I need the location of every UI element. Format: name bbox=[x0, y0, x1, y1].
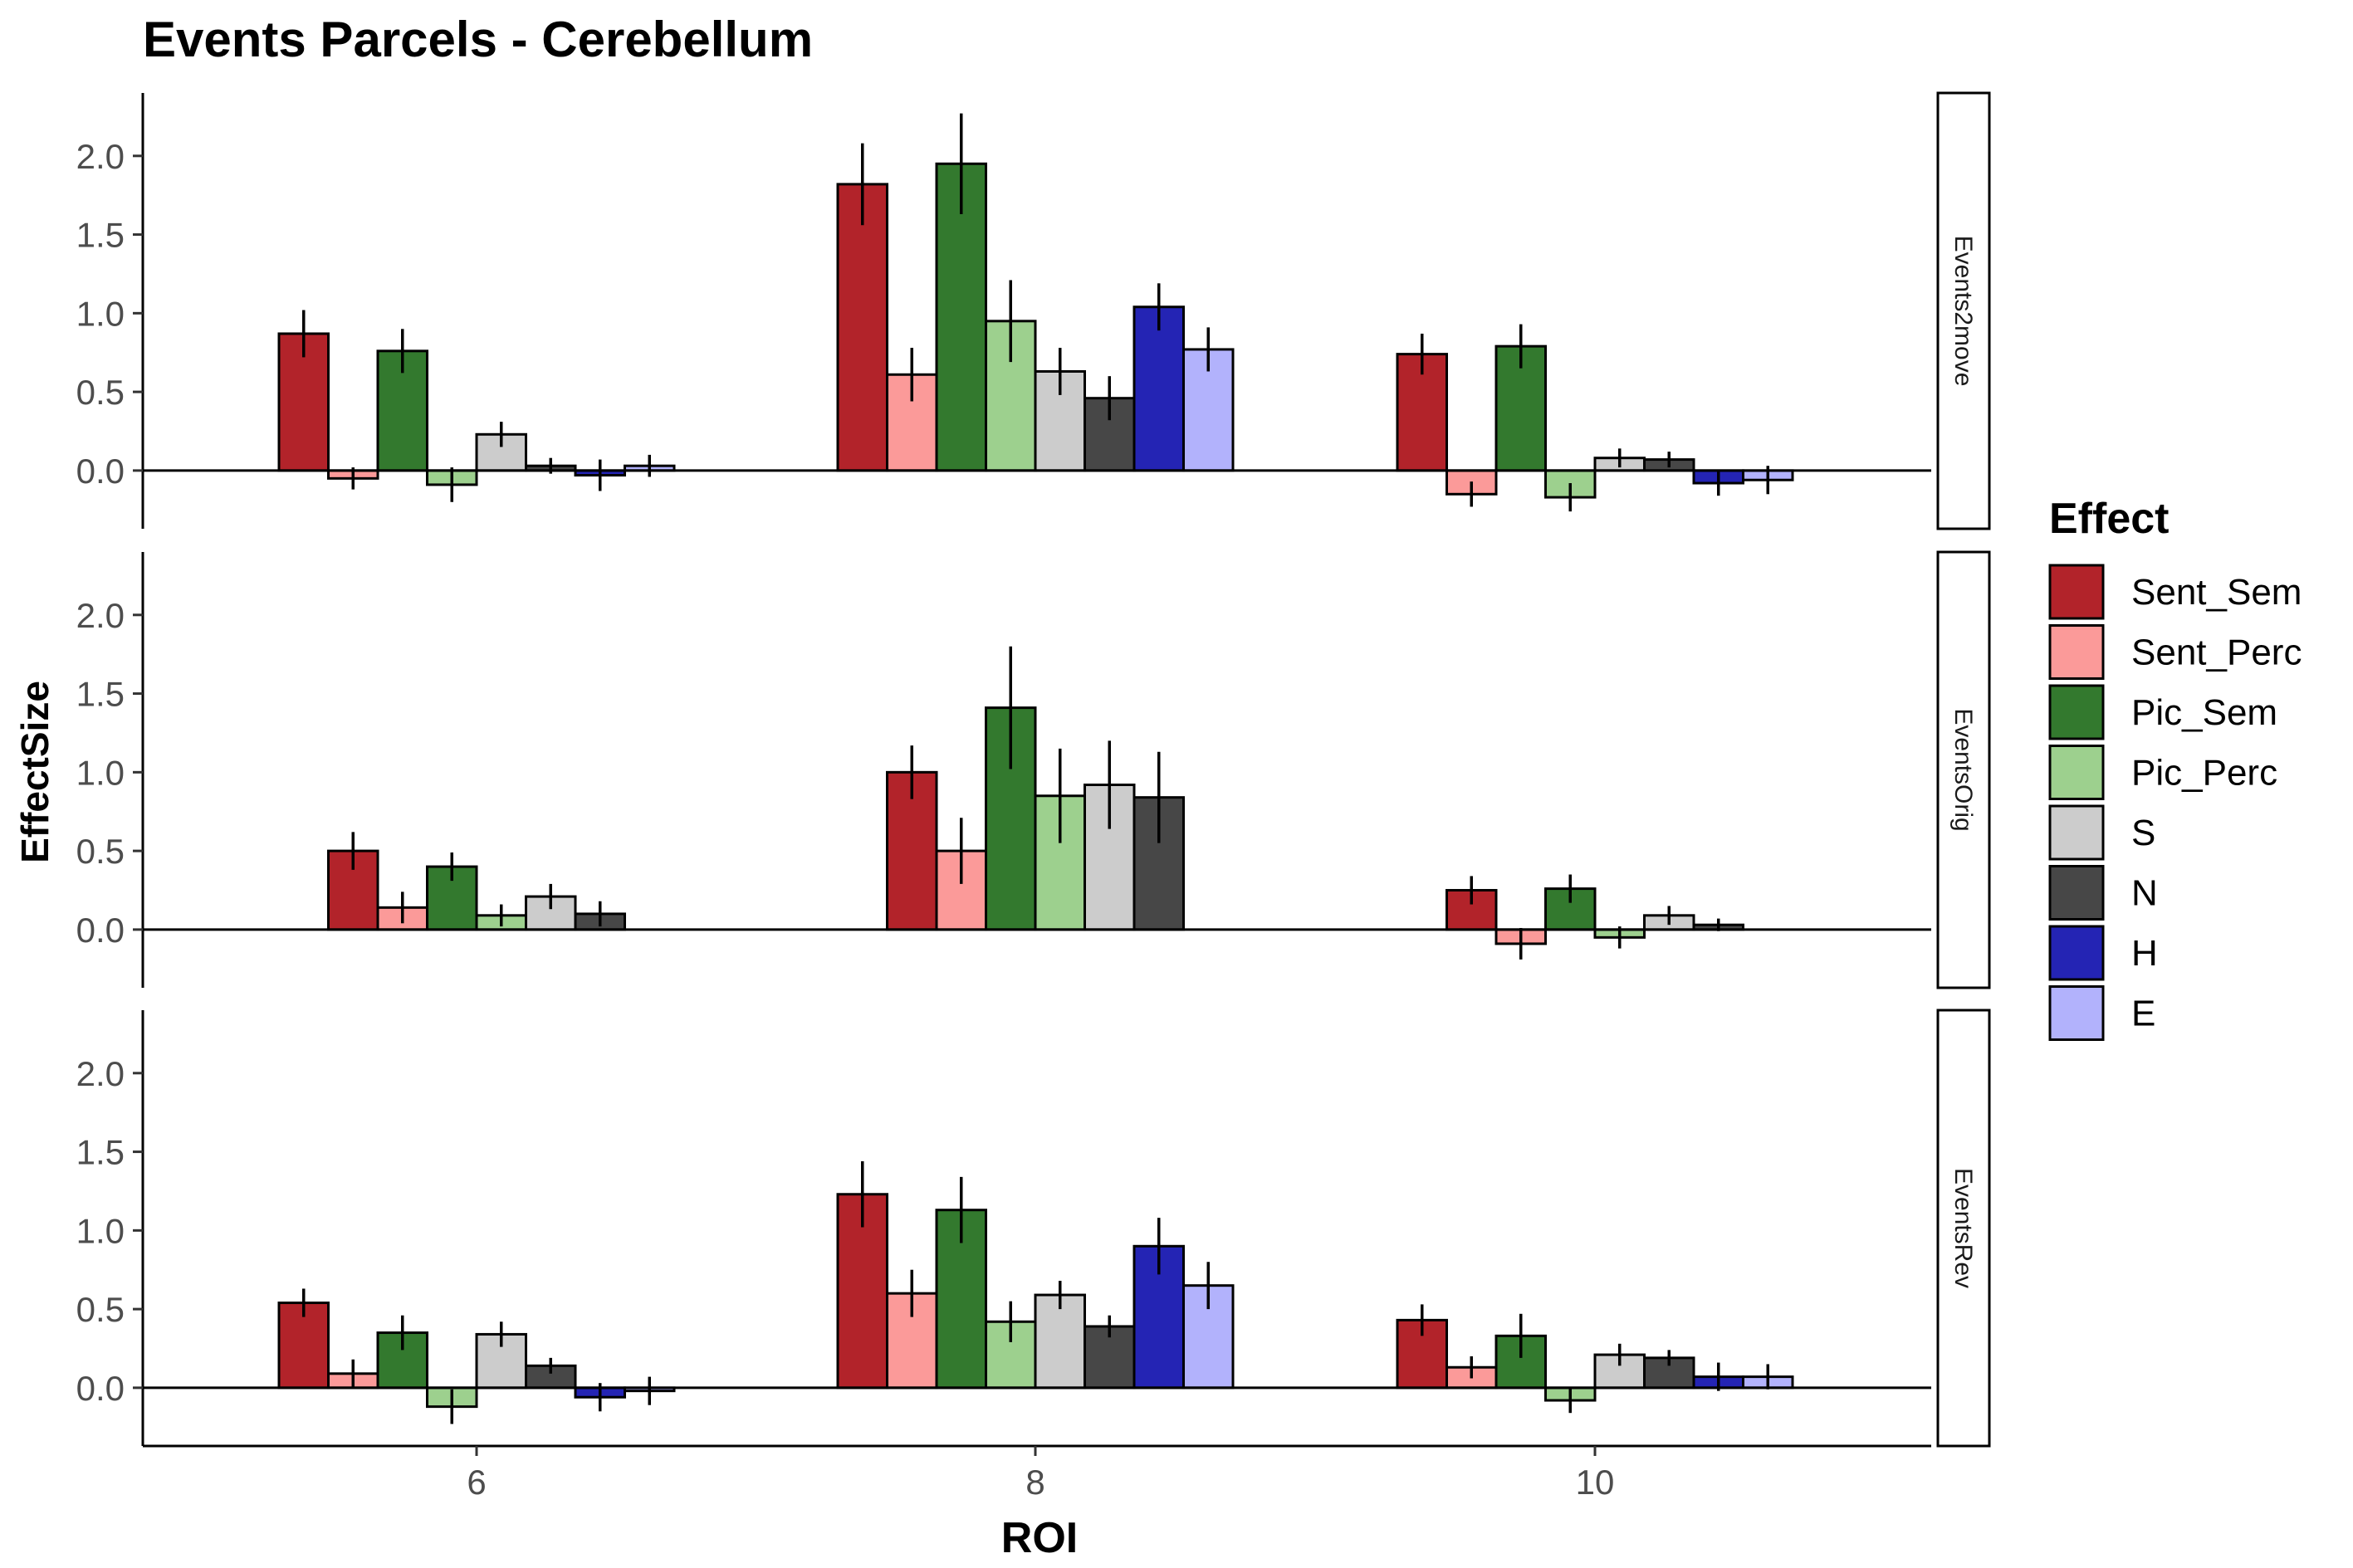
legend-label: Sent_Perc bbox=[2131, 633, 2302, 673]
y-tick-label: 0.0 bbox=[76, 452, 125, 491]
legend-item-s: S bbox=[2048, 804, 2155, 861]
legend-label: Pic_Perc bbox=[2131, 753, 2277, 794]
legend-item-n: N bbox=[2048, 865, 2158, 921]
legend-swatch bbox=[2048, 804, 2105, 861]
y-tick-label: 1.5 bbox=[76, 675, 125, 714]
legend-label: E bbox=[2131, 994, 2155, 1034]
legend-title: Effect bbox=[2049, 495, 2169, 543]
legend-label: S bbox=[2131, 813, 2155, 853]
y-tick-label: 2.0 bbox=[76, 137, 125, 176]
legend-label: H bbox=[2131, 933, 2158, 974]
y-tick-label: 0.5 bbox=[76, 1290, 125, 1329]
legend-label: Sent_Sem bbox=[2131, 572, 2302, 613]
y-tick-label: 1.0 bbox=[76, 1211, 125, 1250]
panel-events2move: 0.0 0.5 1.0 1.5 2.0 Events2move bbox=[76, 91, 1991, 530]
legend-item-e: E bbox=[2048, 985, 2155, 1041]
bar-sent-sem-roi-8 bbox=[836, 183, 888, 472]
legend-item-h: H bbox=[2048, 925, 2158, 981]
facet-strip-label: Events2move bbox=[1949, 236, 1977, 387]
panel-eventsorig: 0.0 0.5 1.0 1.5 2.0 EventsOrig bbox=[76, 550, 1991, 989]
facet-strip bbox=[1936, 91, 1991, 530]
legend-swatch bbox=[2048, 684, 2105, 740]
x-tick-label: 6 bbox=[467, 1463, 486, 1502]
x-tick-label: 8 bbox=[1025, 1463, 1044, 1502]
bar-pic-sem-roi-8 bbox=[935, 162, 987, 472]
bar-s-roi-8 bbox=[1034, 1293, 1086, 1390]
y-tick-label: 0.5 bbox=[76, 373, 125, 412]
y-tick-label: 1.5 bbox=[76, 216, 125, 255]
facet-strip bbox=[1936, 550, 1991, 989]
legend-item-pic-perc: Pic_Perc bbox=[2048, 745, 2277, 800]
facet-strip-label: EventsRev bbox=[1949, 1168, 1977, 1288]
legend-swatch bbox=[2048, 745, 2105, 800]
legend-swatch bbox=[2048, 624, 2105, 680]
y-tick-label: 1.0 bbox=[76, 294, 125, 333]
legend: Effect Sent_Sem Sent_Perc Pic_Sem Pic_Perc SN… bbox=[2048, 495, 2302, 1041]
x-axis-label: ROI bbox=[1001, 1514, 1078, 1562]
chart-title: Events Parcels - Cerebellum bbox=[143, 12, 813, 67]
legend-item-sent-perc: Sent_Perc bbox=[2048, 624, 2302, 680]
bar-h-roi-8 bbox=[1132, 305, 1185, 472]
panel-eventsrev: 0.0 0.5 1.0 1.5 2.0 EventsRev bbox=[76, 1009, 1991, 1448]
legend-swatch bbox=[2048, 865, 2105, 921]
legend-swatch bbox=[2048, 564, 2105, 620]
legend-item-sent-sem: Sent_Sem bbox=[2048, 564, 2302, 620]
legend-item-pic-sem: Pic_Sem bbox=[2048, 684, 2277, 740]
y-tick-label: 1.5 bbox=[76, 1133, 125, 1172]
y-tick-label: 2.0 bbox=[76, 596, 125, 635]
x-axis: 6 8 10 bbox=[143, 1444, 1931, 1502]
facet-strip-label: EventsOrig bbox=[1949, 708, 1977, 831]
y-tick-label: 0.0 bbox=[76, 1369, 125, 1408]
y-tick-label: 0.0 bbox=[76, 911, 125, 950]
legend-swatch bbox=[2048, 985, 2105, 1041]
legend-label: Pic_Sem bbox=[2131, 692, 2277, 733]
facet-strip bbox=[1936, 1009, 1991, 1448]
legend-label: N bbox=[2131, 873, 2158, 914]
y-tick-label: 2.0 bbox=[76, 1054, 125, 1093]
y-tick-label: 1.0 bbox=[76, 753, 125, 792]
legend-swatch bbox=[2048, 925, 2105, 981]
y-tick-label: 0.5 bbox=[76, 832, 125, 871]
x-tick-label: 10 bbox=[1576, 1463, 1615, 1502]
panels-group: 0.0 0.5 1.0 1.5 2.0 Events2move 0.0 0.5 1.0 1.5 2.… bbox=[76, 91, 1991, 1448]
y-axis-label: EffectSize bbox=[13, 681, 56, 863]
